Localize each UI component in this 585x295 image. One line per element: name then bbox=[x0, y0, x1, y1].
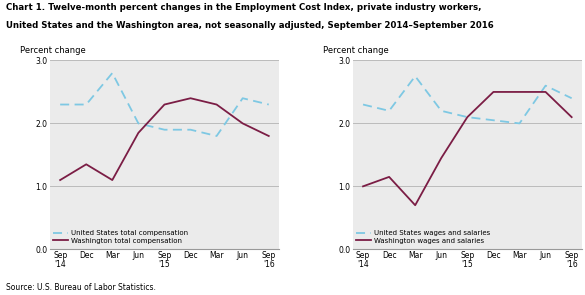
United States total compensation bbox=[57, 103, 64, 106]
Washington wages and salaries bbox=[516, 90, 523, 94]
United States total compensation bbox=[109, 71, 116, 75]
Washington total compensation bbox=[82, 163, 90, 166]
United States wages and salaries bbox=[360, 103, 367, 106]
United States total compensation bbox=[187, 128, 194, 132]
Washington total compensation bbox=[135, 131, 142, 135]
United States wages and salaries bbox=[438, 109, 445, 113]
Washington total compensation bbox=[265, 134, 272, 138]
United States wages and salaries bbox=[568, 96, 575, 100]
Text: United States and the Washington area, not seasonally adjusted, September 2014–S: United States and the Washington area, n… bbox=[6, 21, 494, 30]
Text: Source: U.S. Bureau of Labor Statistics.: Source: U.S. Bureau of Labor Statistics. bbox=[6, 283, 156, 292]
United States wages and salaries bbox=[516, 122, 523, 125]
United States wages and salaries bbox=[464, 115, 471, 119]
Washington wages and salaries bbox=[386, 175, 393, 179]
Legend: United States wages and salaries, Washington wages and salaries: United States wages and salaries, Washin… bbox=[356, 230, 490, 244]
United States total compensation bbox=[135, 122, 142, 125]
Line: United States total compensation: United States total compensation bbox=[60, 73, 269, 136]
United States wages and salaries bbox=[412, 74, 419, 78]
United States total compensation bbox=[161, 128, 168, 132]
Line: United States wages and salaries: United States wages and salaries bbox=[363, 76, 572, 123]
Washington wages and salaries bbox=[490, 90, 497, 94]
Washington wages and salaries bbox=[360, 185, 367, 188]
Washington wages and salaries bbox=[464, 115, 471, 119]
Washington total compensation bbox=[109, 178, 116, 182]
Washington wages and salaries bbox=[438, 156, 445, 160]
Washington total compensation bbox=[239, 122, 246, 125]
United States total compensation bbox=[82, 103, 90, 106]
United States wages and salaries bbox=[490, 119, 497, 122]
Legend: United States total compensation, Washington total compensation: United States total compensation, Washin… bbox=[53, 230, 188, 244]
Washington total compensation bbox=[57, 178, 64, 182]
Line: Washington wages and salaries: Washington wages and salaries bbox=[363, 92, 572, 205]
United States total compensation bbox=[265, 103, 272, 106]
United States wages and salaries bbox=[542, 84, 549, 87]
Text: Percent change: Percent change bbox=[20, 46, 85, 55]
Text: Chart 1. Twelve-month percent changes in the Employment Cost Index, private indu: Chart 1. Twelve-month percent changes in… bbox=[6, 3, 481, 12]
Line: Washington total compensation: Washington total compensation bbox=[60, 98, 269, 180]
Washington total compensation bbox=[161, 103, 168, 106]
United States wages and salaries bbox=[386, 109, 393, 113]
United States total compensation bbox=[213, 134, 220, 138]
Washington total compensation bbox=[187, 96, 194, 100]
United States total compensation bbox=[239, 96, 246, 100]
Washington wages and salaries bbox=[568, 115, 575, 119]
Washington wages and salaries bbox=[542, 90, 549, 94]
Text: Percent change: Percent change bbox=[323, 46, 388, 55]
Washington total compensation bbox=[213, 103, 220, 106]
Washington wages and salaries bbox=[412, 204, 419, 207]
